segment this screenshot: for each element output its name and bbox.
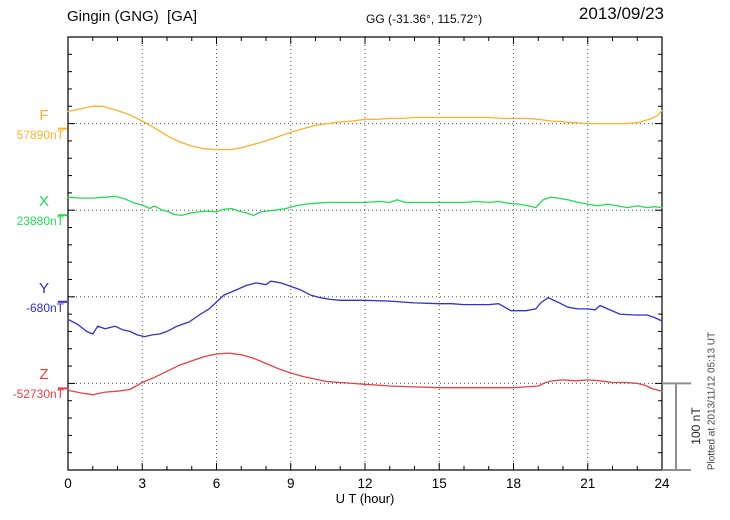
plot-date: 2013/09/23 (578, 4, 664, 23)
x-tick-label-15: 15 (431, 476, 447, 491)
x-tick-label-3: 3 (138, 476, 146, 491)
observatory-coordinates: GG (-31.36°, 115.72°) (366, 12, 483, 26)
channel-baseline-value-F: 57890nT (16, 127, 64, 142)
x-tick-label-9: 9 (286, 476, 295, 491)
x-tick-label-18: 18 (505, 476, 522, 491)
trace-Z (67, 352, 663, 396)
channel-baseline-value-Z: -52730nT (12, 387, 64, 402)
trace-X (67, 195, 663, 217)
x-tick-label-24: 24 (654, 476, 670, 491)
trace-Y (67, 280, 663, 338)
trace-F (67, 105, 663, 151)
x-tick-label-21: 21 (580, 476, 596, 491)
x-tick-label-12: 12 (357, 476, 373, 491)
channel-baseline-value-X: 23880nT (16, 214, 64, 229)
channel-letter-Z: Z (39, 366, 49, 384)
plotted-at-timestamp: Plotted at 2013/11/12 05:13 UT (706, 331, 718, 471)
channel-letter-X: X (38, 193, 49, 211)
x-axis-label: U T (hour) (335, 491, 395, 506)
x-tick-label-0: 0 (64, 476, 72, 491)
x-tick-label-6: 6 (212, 476, 221, 491)
channel-letter-Y: Y (38, 279, 49, 297)
plot-frame (67, 36, 663, 471)
channel-letter-F: F (39, 106, 49, 124)
scale-bar-label: 100 nT (689, 407, 703, 445)
channel-baseline-value-Y: -680nT (25, 300, 64, 315)
station-title: Gingin (GNG) [GA] (67, 8, 198, 25)
